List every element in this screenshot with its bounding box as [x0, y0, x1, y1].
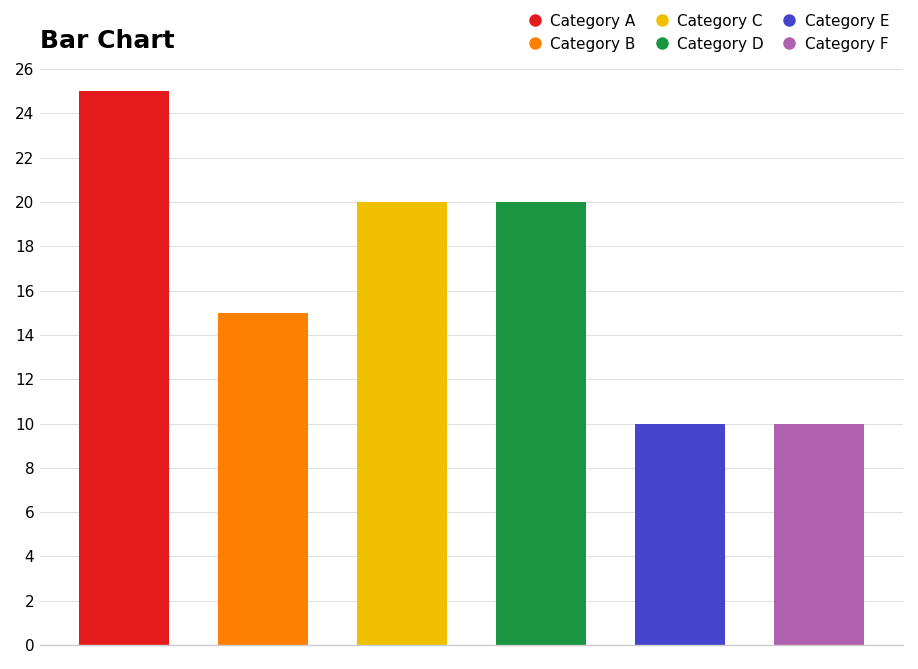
Bar — [496, 202, 586, 645]
Legend: Category A, Category B, Category C, Category D, Category E, Category F: Category A, Category B, Category C, Cate… — [521, 8, 895, 58]
Text: Bar Chart: Bar Chart — [39, 29, 174, 54]
Bar — [774, 423, 864, 645]
Bar — [634, 423, 725, 645]
Bar — [218, 313, 308, 645]
Bar — [357, 202, 447, 645]
Bar — [79, 92, 170, 645]
